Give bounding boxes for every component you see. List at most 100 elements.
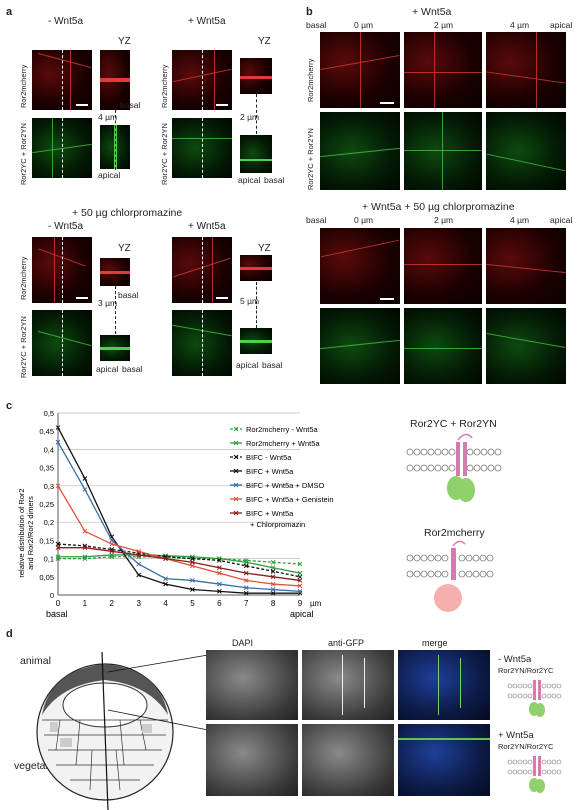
merge-image-minus-wnt5a — [398, 650, 490, 720]
data-point — [82, 528, 88, 534]
row-label-bifc: Ror2YC + Ror2YN — [19, 123, 28, 185]
legend-entry-4: BIFC + Wnt5a + DMSO — [230, 481, 325, 490]
dapi-image-plus-wnt5a — [206, 724, 298, 796]
data-point — [297, 578, 303, 583]
micrograph-green-4um — [486, 308, 566, 384]
data-point — [270, 574, 276, 580]
depth-label: 5 µm — [240, 296, 260, 306]
data-point — [216, 589, 222, 594]
merge-image-plus-wnt5a — [398, 724, 490, 796]
x-tick-label: 8 — [271, 599, 276, 608]
depth-label-1: 2 µm — [434, 20, 454, 30]
micrograph-red-2um — [404, 228, 482, 304]
apical-label: apical — [550, 20, 573, 30]
data-point — [136, 548, 142, 554]
x-tick-label: 9 — [298, 599, 303, 608]
data-point — [270, 581, 276, 587]
micrograph-red — [32, 50, 92, 110]
series-line — [57, 441, 301, 593]
data-point — [190, 578, 195, 583]
data-point — [163, 581, 168, 587]
data-point — [55, 554, 61, 560]
basal-label: basal — [118, 290, 139, 300]
data-point — [136, 561, 142, 567]
y-tick-label: 0,3 — [44, 482, 54, 491]
apical-label: apical — [96, 364, 119, 374]
data-point — [243, 559, 249, 565]
data-point — [297, 561, 303, 567]
data-point — [55, 483, 61, 489]
data-point — [243, 590, 249, 596]
x-tick-label: 4 — [163, 599, 168, 608]
data-point — [243, 570, 249, 576]
x-tick-label: 3 — [136, 599, 141, 608]
x-tick-label: 0 — [56, 599, 61, 608]
x-tick-label: 1 — [83, 599, 88, 608]
data-point — [163, 576, 168, 581]
yz-label: YZ — [118, 243, 131, 254]
legend-entry-0: Ror2mcherry - Wnt5a — [230, 425, 319, 434]
series-line — [57, 543, 301, 578]
row-sublabel-minus-wnt5a: Ror2YN/Ror2YC — [498, 666, 554, 675]
bifc-membrane-icon — [507, 680, 562, 717]
micrograph-green — [32, 118, 92, 178]
antigfp-image-plus-wnt5a — [302, 724, 394, 796]
row-label-mcherry: Ror2mcherry — [160, 64, 169, 108]
legend-label: BIFC - Wnt5a — [246, 453, 292, 462]
apical-label: apical — [98, 170, 121, 180]
legend-label: BIFC + Wnt5a — [246, 467, 294, 476]
apical-label: apical — [550, 215, 573, 225]
data-point — [55, 425, 61, 430]
data-point — [216, 565, 222, 571]
animal-label: animal — [20, 655, 51, 667]
y-tick-label: 0 — [50, 591, 54, 600]
data-point — [136, 572, 142, 578]
micrograph-green — [172, 118, 232, 178]
micrograph-green-4um — [486, 112, 566, 190]
micrograph-red — [172, 237, 232, 303]
data-point — [163, 556, 168, 561]
panel-a-letter: a — [6, 6, 13, 18]
apical-label: apical — [236, 360, 259, 370]
antigfp-image-minus-wnt5a — [302, 650, 394, 720]
series-1 — [55, 552, 303, 576]
x-tick-label: 2 — [110, 599, 115, 608]
condition-title: - Wnt5a — [48, 221, 84, 232]
panel-d-letter: d — [6, 628, 13, 640]
data-point — [243, 585, 249, 591]
micrograph-red-0um — [320, 228, 400, 304]
x-tick-label: 7 — [244, 599, 249, 608]
y-tick-label: 0,25 — [39, 500, 54, 509]
series-line — [57, 427, 300, 594]
y-tick-label: 0,45 — [39, 427, 54, 436]
condition-title: - Wnt5a — [48, 16, 84, 27]
panel-b-letter: b — [306, 6, 313, 18]
y-tick-label: 0,2 — [44, 518, 54, 527]
vegetal-label: vegetal — [14, 760, 48, 772]
data-point — [297, 589, 303, 594]
data-point — [297, 574, 303, 580]
data-point — [270, 559, 276, 565]
x-axis-start-label: basal — [46, 609, 68, 619]
micrograph-red-4um — [486, 228, 566, 304]
y-tick-label: 0,5 — [44, 409, 54, 418]
micrograph-green — [32, 310, 92, 376]
row-label-mcherry: Ror2mcherry — [19, 64, 28, 108]
x-tick-label: 5 — [190, 599, 195, 608]
depth-label-0: 0 µm — [354, 20, 374, 30]
chart-series — [55, 425, 303, 596]
depth-label: 4 µm — [98, 112, 118, 122]
micrograph-green-0um — [320, 112, 400, 190]
data-point — [55, 545, 61, 551]
micrograph-green-2um — [404, 112, 482, 190]
row-label-bifc: Ror2YC + Ror2YN — [19, 316, 28, 378]
yz-slice-red — [240, 58, 272, 94]
yz-label: YZ — [258, 243, 271, 254]
data-point — [82, 554, 88, 560]
data-point — [82, 476, 88, 481]
series-line — [58, 547, 301, 582]
basal-label: basal — [120, 100, 141, 110]
y-tick-label: 0,05 — [39, 573, 54, 582]
data-point — [270, 565, 276, 571]
row-label-plus-wnt5a: + Wnt5a — [498, 730, 534, 741]
